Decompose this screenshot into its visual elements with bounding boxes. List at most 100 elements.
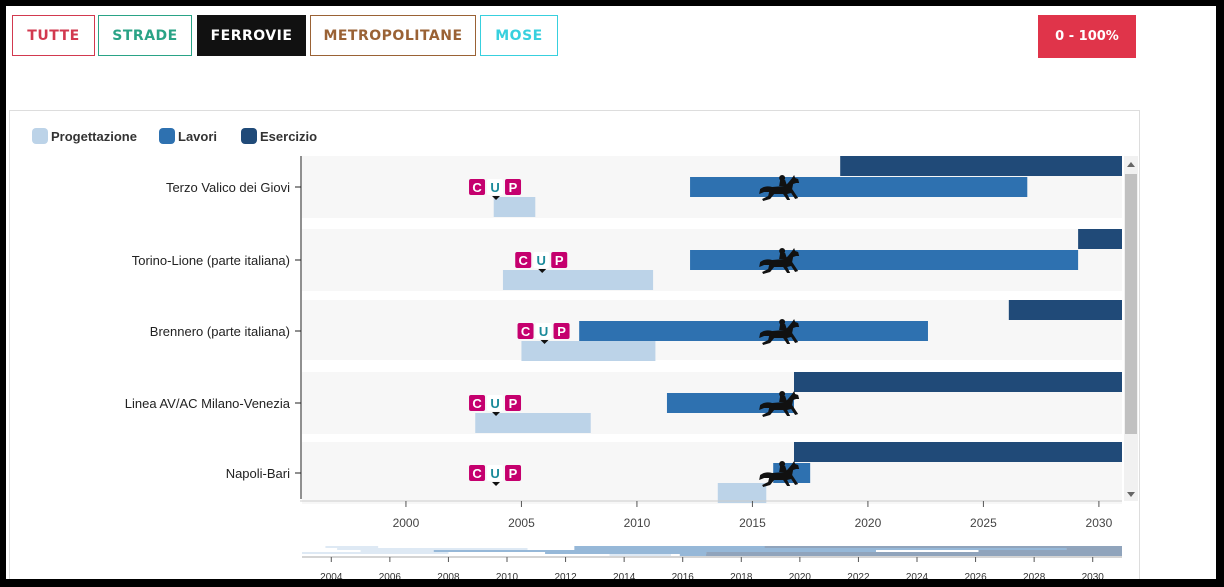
scrollbar-thumb (1125, 174, 1137, 434)
cup-letter-box (469, 179, 486, 195)
jockey-body (779, 253, 788, 259)
horse-shape (759, 319, 800, 345)
jockey-head (779, 319, 786, 325)
navigator-tick-label: 2008 (437, 572, 460, 579)
navigator-tick-label: 2024 (906, 572, 929, 579)
legend-label-lavori: Lavori (178, 129, 217, 144)
filter-mose[interactable]: MOSE (480, 15, 558, 56)
horse-icon (759, 461, 800, 487)
navigator-tick-label: 2010 (496, 572, 519, 579)
jockey-head (779, 248, 786, 254)
cup-letter: U (490, 180, 499, 195)
progettazione-bar (475, 413, 591, 433)
chart-scrollbar[interactable] (1124, 156, 1138, 501)
cup-letter: C (519, 253, 529, 268)
navigator-tick-label: 2018 (730, 572, 753, 579)
horse-shape (759, 175, 800, 201)
cup-letter: C (472, 396, 482, 411)
progettazione-bar (502, 270, 654, 290)
navigator-tick-label: 2030 (1082, 572, 1105, 579)
chart-panel: Progettazione Lavori Esercizio Terzo Valico… (9, 110, 1140, 579)
jockey-body (779, 396, 788, 402)
cup-letter: C (472, 180, 482, 195)
jockey-head (779, 175, 786, 181)
jockey-body (779, 324, 788, 330)
x-tick-label: 2000 (393, 516, 420, 530)
navigator[interactable]: 2004 2006 2008 2010 2012 2014 2016 2018 2020 2022… (302, 546, 1122, 579)
filter-tutte[interactable]: TUTTE (12, 15, 95, 56)
esercizio-bar (794, 442, 1122, 462)
jockey-head (779, 461, 786, 467)
x-tick-label: 2020 (855, 516, 882, 530)
cup-letter: P (557, 324, 566, 339)
cup-letter: P (509, 466, 518, 481)
cup-letter: P (555, 253, 564, 268)
horse-icon (759, 175, 800, 201)
project-row: Terzo Valico dei Giovi C U P (166, 156, 1122, 218)
esercizio-bar (1078, 229, 1122, 249)
cup-pointer-icon (538, 269, 547, 273)
navigator-tick-label: 2022 (847, 572, 870, 579)
cup-letter-box (551, 252, 568, 268)
cup-letter-box (487, 179, 504, 195)
navigator-tick-label: 2012 (554, 572, 577, 579)
progettazione-bar (521, 341, 656, 361)
page: TUTTE STRADE FERROVIE METROPOLITANE MOSE 0 -… (6, 6, 1216, 579)
x-tick-label: 2025 (970, 516, 997, 530)
legend-swatch-lavori (159, 128, 175, 144)
legend-swatch-progettazione (32, 128, 48, 144)
horse-icon (759, 319, 800, 345)
esercizio-bar (840, 156, 1122, 176)
jockey-body (779, 180, 788, 186)
cup-letter-box (515, 252, 532, 268)
scroll-down-arrow-icon (1127, 492, 1135, 497)
cup-letter-box (487, 465, 504, 481)
project-row: Napoli-Bari C U P (226, 442, 1122, 504)
x-tick-label: 2015 (739, 516, 766, 530)
cup-pointer-icon (492, 412, 501, 416)
cup-letter-box (533, 252, 550, 268)
filter-ferrovie[interactable]: FERROVIE (197, 15, 306, 56)
progettazione-bar (493, 197, 536, 217)
cup-pointer-icon (492, 482, 501, 486)
x-tick-label: 2005 (508, 516, 535, 530)
cup-letter: P (509, 180, 518, 195)
cup-letter-box (469, 395, 486, 411)
gantt-chart: Progettazione Lavori Esercizio Terzo Valico… (32, 128, 1138, 579)
jockey-body (779, 466, 788, 472)
cup-letter: U (539, 324, 548, 339)
cup-pointer-icon (540, 340, 549, 344)
cup-letter-box (505, 465, 522, 481)
cup-letter: U (490, 396, 499, 411)
filter-metropolitane[interactable]: METROPOLITANE (310, 15, 476, 56)
row-label: Terzo Valico dei Giovi (166, 180, 290, 195)
filter-strade[interactable]: STRADE (98, 15, 192, 56)
lavori-bar (690, 250, 1079, 270)
navigator-tick-label: 2026 (964, 572, 987, 579)
navigator-tick-label: 2014 (613, 572, 636, 579)
cup-pointer-icon (492, 196, 501, 200)
cup-letter: C (472, 466, 482, 481)
horse-icon (759, 391, 800, 417)
horse-shape (759, 391, 800, 417)
x-tick-label: 2010 (624, 516, 651, 530)
cup-letter-box (553, 323, 570, 339)
horse-shape (759, 461, 800, 487)
row-label: Torino-Lione (parte italiana) (132, 253, 290, 268)
scroll-up-arrow-icon (1127, 162, 1135, 167)
horse-icon (759, 248, 800, 274)
lavori-bar (690, 177, 1028, 197)
progettazione-bar (717, 483, 767, 503)
cup-letter-box (505, 395, 522, 411)
cup-letter-box (487, 395, 504, 411)
legend-label-esercizio: Esercizio (260, 129, 317, 144)
project-row: Torino-Lione (parte italiana) C U P (132, 229, 1122, 291)
row-label: Brennero (parte italiana) (150, 324, 290, 339)
navigator-tick-label: 2020 (789, 572, 812, 579)
range-button[interactable]: 0 - 100% (1038, 15, 1136, 58)
